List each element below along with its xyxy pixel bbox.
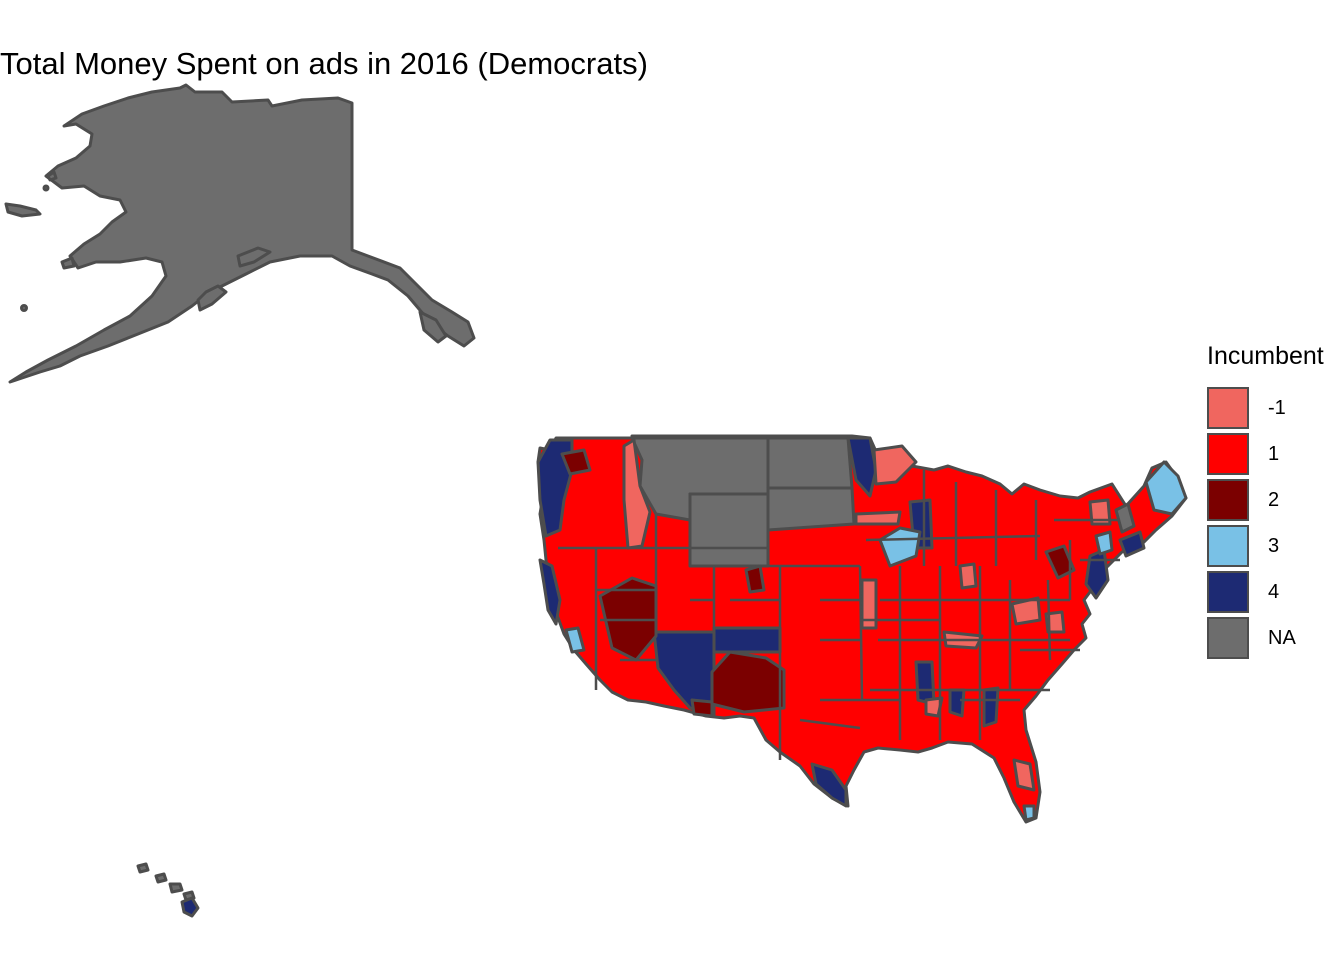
legend-item-na: NA <box>1207 615 1324 661</box>
district-incumbent-3 <box>1096 532 1112 554</box>
legend-key <box>1207 617 1249 659</box>
legend-item-2: 2 <box>1207 477 1324 523</box>
district-incumbent-4 <box>714 628 780 652</box>
alaska-island <box>62 258 74 268</box>
district-incumbent-neg1 <box>1014 760 1034 790</box>
legend: Incumbent -1 1 2 3 4 NA <box>1207 342 1324 661</box>
legend-key <box>1207 433 1249 475</box>
hawaii-island <box>170 884 182 892</box>
district-incumbent-4 <box>1086 550 1108 598</box>
district-incumbent-neg1 <box>856 512 900 524</box>
legend-key <box>1207 479 1249 521</box>
alaska-island <box>44 186 48 190</box>
legend-key <box>1207 525 1249 567</box>
legend-label: 2 <box>1268 489 1279 512</box>
legend-item-4: 4 <box>1207 569 1324 615</box>
district-na <box>768 438 852 488</box>
district-incumbent-2 <box>712 652 784 712</box>
district-incumbent-2 <box>746 566 764 592</box>
alaska-island <box>6 204 40 216</box>
hawaii-island <box>182 898 198 916</box>
hawaii-island <box>156 874 166 882</box>
legend-label: 1 <box>1268 443 1279 466</box>
district-incumbent-neg1 <box>960 564 976 588</box>
legend-key <box>1207 387 1249 429</box>
region-contiguous-us <box>538 436 1186 822</box>
district-incumbent-4 <box>984 688 998 726</box>
alaska-island <box>22 306 27 311</box>
legend-key <box>1207 571 1249 613</box>
alaska-mainland <box>10 85 474 382</box>
hawaii-island <box>138 864 148 872</box>
district-na <box>768 488 854 530</box>
legend-label: 3 <box>1268 535 1279 558</box>
district-incumbent-neg1 <box>1012 598 1040 624</box>
legend-item-neg1: -1 <box>1207 385 1324 431</box>
region-hawaii <box>138 864 198 916</box>
district-na <box>690 494 768 566</box>
map-title: Total Money Spent on ads in 2016 (Democr… <box>0 46 648 82</box>
legend-title: Incumbent <box>1207 342 1324 371</box>
region-alaska <box>6 85 474 382</box>
district-incumbent-2 <box>692 700 712 716</box>
district-incumbent-4 <box>916 662 934 704</box>
district-incumbent-4 <box>950 690 964 716</box>
legend-label: -1 <box>1268 397 1286 420</box>
legend-label: NA <box>1268 627 1296 650</box>
legend-label: 4 <box>1268 581 1279 604</box>
legend-item-1: 1 <box>1207 431 1324 477</box>
district-incumbent-3 <box>1024 806 1034 820</box>
legend-item-3: 3 <box>1207 523 1324 569</box>
